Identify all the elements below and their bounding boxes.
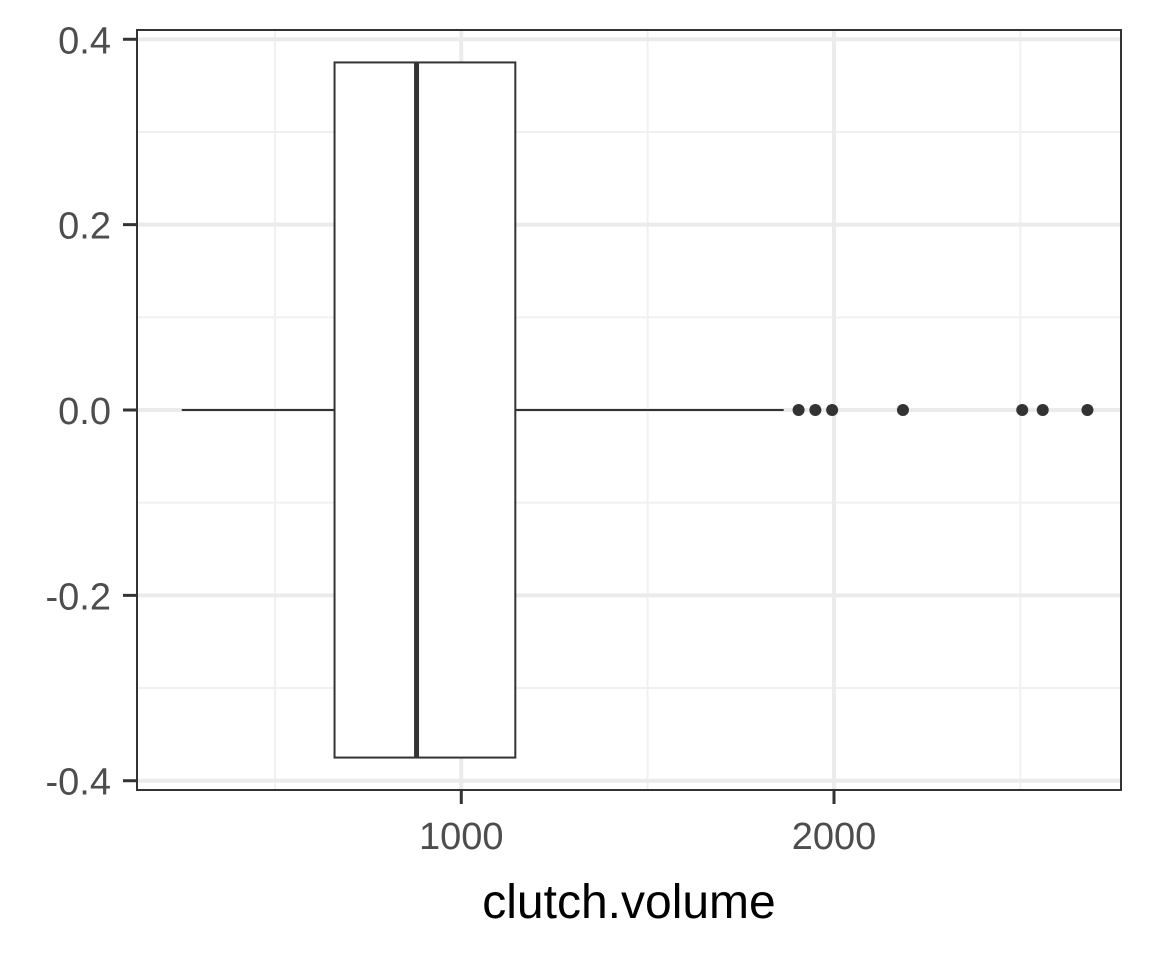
outlier-point [826, 404, 839, 416]
box-iqr [333, 61, 517, 759]
x-tick-label: 1000 [419, 816, 504, 858]
y-tick-label: -0.4 [46, 762, 111, 804]
y-tick-label: 0.0 [58, 391, 111, 433]
boxplot [181, 61, 1094, 759]
x-tick-label: 2000 [792, 816, 877, 858]
outlier-point [1036, 404, 1049, 416]
y-tick-label: 0.2 [58, 206, 111, 248]
y-axis: 0.4 0.2 0.0 -0.2 -0.4 [46, 20, 137, 804]
outlier-point [1081, 404, 1094, 416]
outlier-point [792, 404, 805, 416]
outlier-point [1016, 404, 1029, 416]
outlier-point [896, 404, 909, 416]
outlier-point [809, 404, 822, 416]
y-tick-label: 0.4 [58, 20, 111, 62]
y-tick-label: -0.2 [46, 576, 111, 618]
x-axis: 1000 2000 [419, 790, 876, 858]
grid-minor [137, 30, 1121, 790]
x-axis-title: clutch.volume [482, 876, 775, 929]
